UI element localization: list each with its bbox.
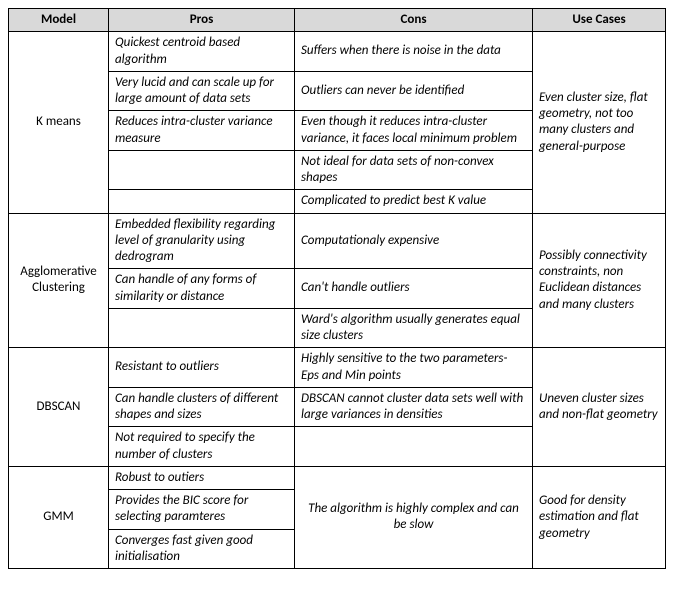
gmm-pro-2: Converges fast given good initialisation [109, 529, 295, 569]
dbscan-pro-0: Resistant to outliers [109, 348, 295, 388]
comparison-table: Model Pros Cons Use Cases K means Quicke… [8, 8, 666, 569]
col-header-usecases: Use Cases [533, 9, 666, 32]
kmeans-pro-4 [109, 190, 295, 213]
table-row: Agglomerative Clustering Embedded flexib… [9, 213, 666, 269]
kmeans-pro-3 [109, 150, 295, 190]
kmeans-usecase: Even cluster size, flat geometry, not to… [533, 32, 666, 213]
kmeans-con-2: Even though it reduces intra-cluster var… [295, 111, 533, 151]
agg-pro-1: Can handle of any forms of similarity or… [109, 269, 295, 309]
kmeans-con-4: Complicated to predict best K value [295, 190, 533, 213]
model-name-agg: Agglomerative Clustering [9, 213, 109, 348]
gmm-con-merged: The algorithm is highly complex and can … [295, 466, 533, 568]
dbscan-con-1: DBSCAN cannot cluster data sets well wit… [295, 387, 533, 427]
dbscan-con-0: Highly sensitive to the two parameters- … [295, 348, 533, 388]
col-header-cons: Cons [295, 9, 533, 32]
gmm-usecase: Good for density estimation and flat geo… [533, 466, 666, 568]
model-name-kmeans: K means [9, 32, 109, 213]
dbscan-pro-2: Not required to specify the number of cl… [109, 427, 295, 467]
agg-con-2: Ward's algorithm usually generates equal… [295, 308, 533, 348]
agg-usecase: Possibly connectivity constraints, non E… [533, 213, 666, 348]
kmeans-con-1: Outliers can never be identified [295, 71, 533, 111]
model-name-gmm: GMM [9, 466, 109, 568]
header-row: Model Pros Cons Use Cases [9, 9, 666, 32]
col-header-pros: Pros [109, 9, 295, 32]
col-header-model: Model [9, 9, 109, 32]
kmeans-con-3: Not ideal for data sets of non-convex sh… [295, 150, 533, 190]
table-row: K means Quickest centroid based algorith… [9, 32, 666, 72]
dbscan-usecase: Uneven cluster sizes and non-flat geomet… [533, 348, 666, 467]
agg-pro-0: Embedded flexibility regarding level of … [109, 213, 295, 269]
dbscan-con-2 [295, 427, 533, 467]
agg-con-0: Computationaly expensive [295, 213, 533, 269]
table-row: DBSCAN Resistant to outliers Highly sens… [9, 348, 666, 388]
kmeans-pro-1: Very lucid and can scale up for large am… [109, 71, 295, 111]
gmm-pro-1: Provides the BIC score for selecting par… [109, 490, 295, 530]
gmm-pro-0: Robust to outiers [109, 466, 295, 489]
agg-pro-2 [109, 308, 295, 348]
kmeans-con-0: Suffers when there is noise in the data [295, 32, 533, 72]
kmeans-pro-2: Reduces intra-cluster variance measure [109, 111, 295, 151]
kmeans-pro-0: Quickest centroid based algorithm [109, 32, 295, 72]
model-name-dbscan: DBSCAN [9, 348, 109, 467]
table-row: GMM Robust to outiers The algorithm is h… [9, 466, 666, 489]
dbscan-pro-1: Can handle clusters of different shapes … [109, 387, 295, 427]
agg-con-1: Can't handle outliers [295, 269, 533, 309]
